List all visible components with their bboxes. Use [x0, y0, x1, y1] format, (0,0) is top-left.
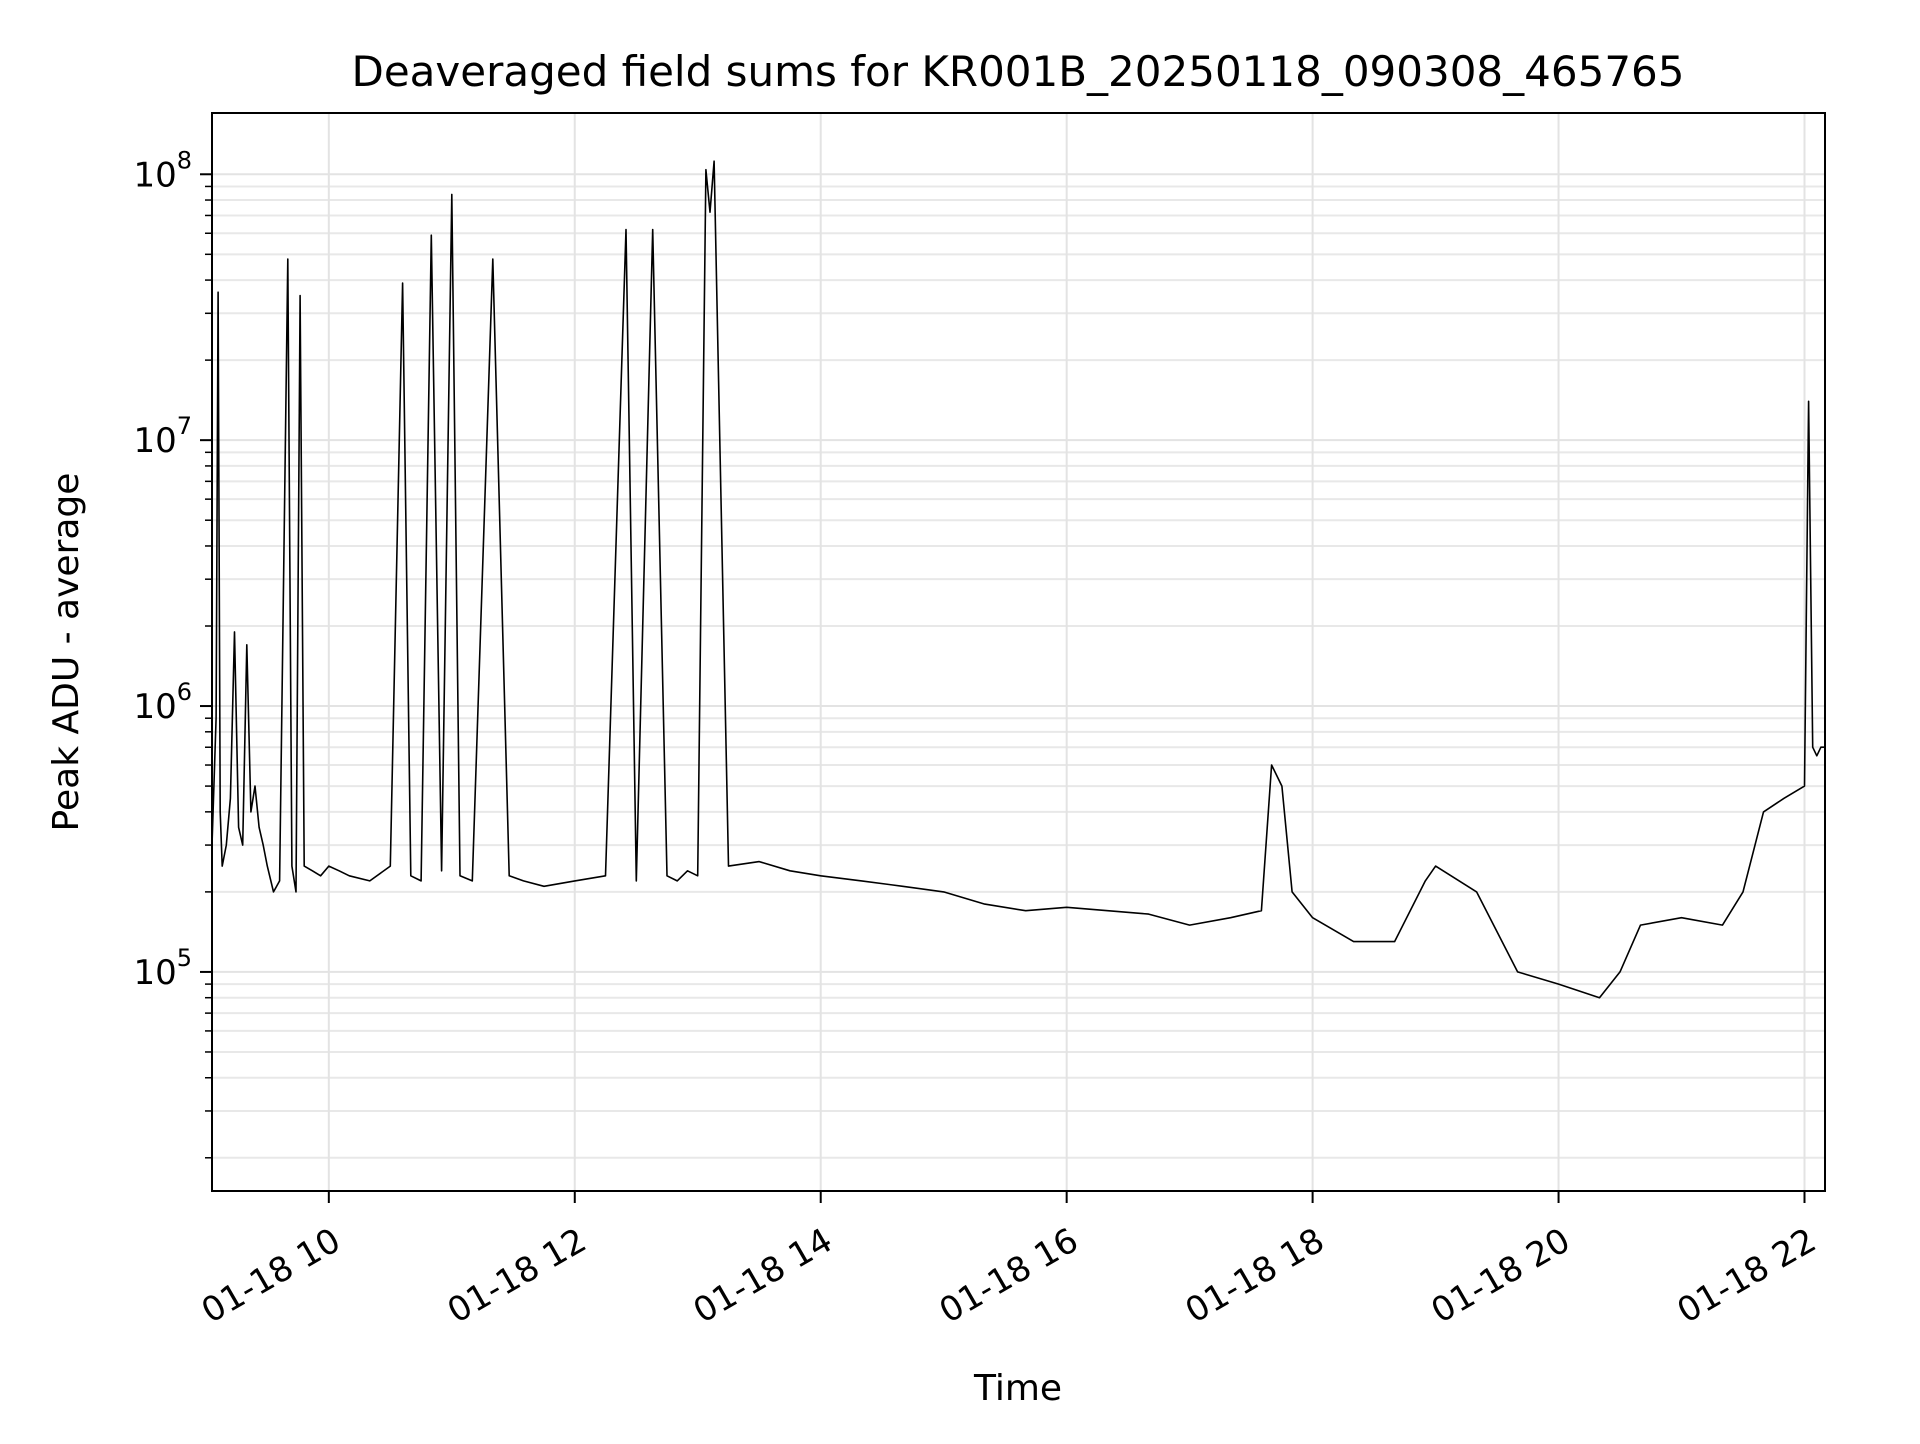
y-axis-label: Peak ADU - average — [46, 473, 87, 832]
series-layer — [211, 160, 1825, 999]
x-axis-label: Time — [973, 1368, 1062, 1409]
y-tick-label: 108 — [133, 146, 192, 195]
y-tick-label: 107 — [133, 412, 192, 461]
y-tick-label: 106 — [133, 678, 192, 727]
y-tick-label: 105 — [133, 944, 192, 993]
grid-layer — [212, 113, 1825, 1191]
plot-frame — [211, 112, 1826, 1192]
series-line — [211, 160, 1825, 999]
chart-title: Deaveraged field sums for KR001B_2025011… — [352, 47, 1685, 96]
